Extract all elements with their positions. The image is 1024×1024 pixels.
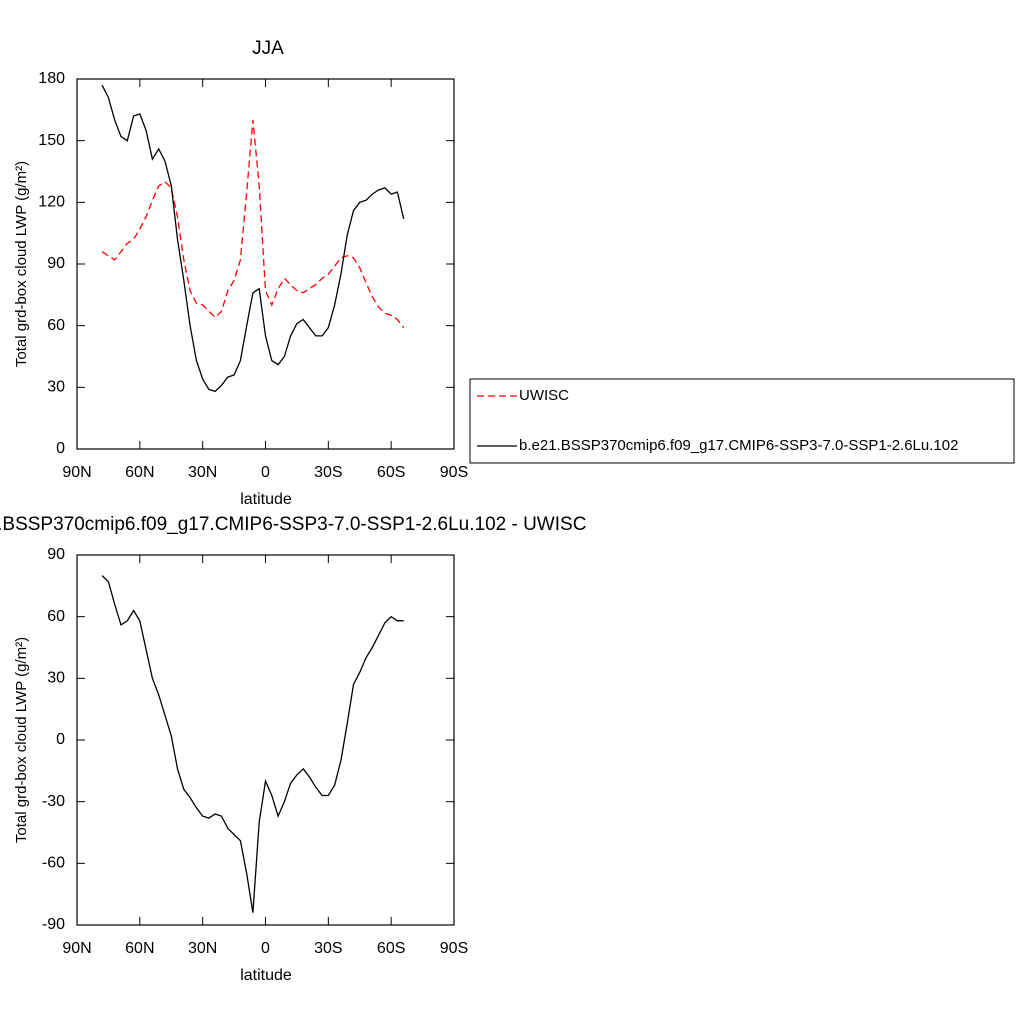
y-tick-label: 90 bbox=[47, 255, 65, 272]
y-tick-label: 30 bbox=[47, 670, 65, 687]
y-tick-label: -60 bbox=[42, 855, 65, 872]
y-axis-label: Total grd-box cloud LWP (g/m²) bbox=[13, 161, 30, 367]
x-tick-label: 30N bbox=[188, 940, 217, 957]
x-tick-label: 90N bbox=[62, 464, 91, 481]
x-tick-label: 90S bbox=[440, 464, 468, 481]
x-tick-label: 60N bbox=[125, 940, 154, 957]
y-axis-label: Total grd-box cloud LWP (g/m²) bbox=[13, 637, 30, 843]
y-tick-label: -90 bbox=[42, 916, 65, 933]
y-tick-label: 180 bbox=[38, 70, 65, 87]
y-tick-label: 150 bbox=[38, 132, 65, 149]
plot-frame bbox=[76, 78, 455, 450]
y-tick-label: 0 bbox=[56, 731, 65, 748]
x-tick-label: 60S bbox=[377, 464, 405, 481]
x-tick-label: 30S bbox=[314, 464, 342, 481]
y-tick-label: 30 bbox=[47, 379, 65, 396]
chart-title: JJA bbox=[252, 38, 284, 59]
x-axis-label: latitude bbox=[240, 491, 292, 508]
x-tick-label: 0 bbox=[261, 940, 270, 957]
x-tick-label: 30S bbox=[314, 940, 342, 957]
x-tick-label: 0 bbox=[261, 464, 270, 481]
x-tick-label: 60N bbox=[125, 464, 154, 481]
x-axis-label: latitude bbox=[240, 967, 292, 984]
x-tick-label: 90N bbox=[62, 940, 91, 957]
x-tick-label: 30N bbox=[188, 464, 217, 481]
x-tick-label: 90S bbox=[440, 940, 468, 957]
legend-label: UWISC bbox=[519, 387, 569, 404]
data-line bbox=[101, 120, 405, 329]
data-line bbox=[101, 84, 405, 393]
y-tick-label: 90 bbox=[47, 546, 65, 563]
legend-box bbox=[469, 378, 1015, 464]
y-tick-label: 60 bbox=[47, 608, 65, 625]
chart-title: b.e21.BSSP370cmip6.f09_g17.CMIP6-SSP3-7.… bbox=[0, 514, 586, 535]
data-line bbox=[101, 575, 404, 913]
x-tick-label: 60S bbox=[377, 940, 405, 957]
legend-label: b.e21.BSSP370cmip6.f09_g17.CMIP6-SSP3-7.… bbox=[519, 437, 958, 454]
y-tick-label: 60 bbox=[47, 317, 65, 334]
y-tick-label: 120 bbox=[38, 194, 65, 211]
y-tick-label: 0 bbox=[56, 440, 65, 457]
y-tick-label: -30 bbox=[42, 793, 65, 810]
